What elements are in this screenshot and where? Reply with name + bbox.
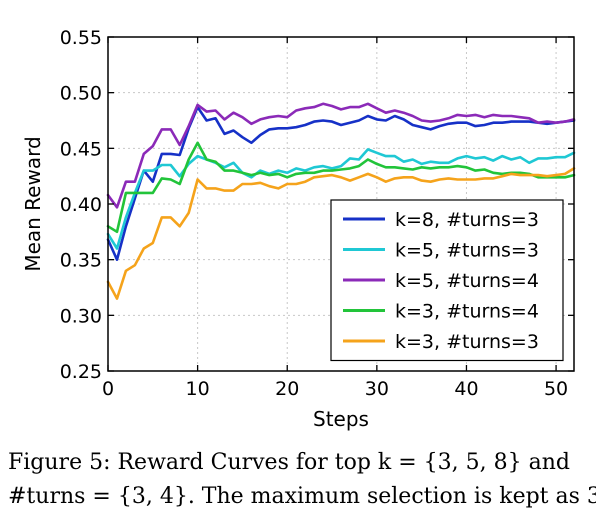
- legend-label: k=5, #turns=3: [395, 240, 539, 262]
- legend-label: k=5, #turns=4: [395, 270, 539, 292]
- caption-line-2: #turns = {3, 4}. The maximum selection i…: [8, 484, 596, 509]
- y-tick-label: 0.40: [60, 194, 102, 216]
- y-tick-labels: 0.25 0.30 0.35 0.40 0.45 0.50 0.55: [60, 27, 102, 383]
- axis-ticks: [107, 36, 574, 372]
- y-tick-label: 0.30: [60, 305, 102, 327]
- series-lines: [106, 102, 576, 300]
- y-tick-label: 0.25: [60, 361, 102, 383]
- legend-label: k=3, #turns=3: [395, 331, 539, 353]
- x-tick-label: 40: [454, 378, 478, 400]
- x-tick-labels: 0 10 20 30 40 50: [102, 378, 568, 400]
- y-tick-label: 0.35: [60, 250, 102, 272]
- y-tick-label: 0.50: [60, 83, 102, 105]
- series-line: [106, 102, 576, 209]
- caption-line-1: Figure 5: Reward Curves for top k = {3, …: [8, 450, 570, 475]
- x-axis-title: Steps: [313, 407, 369, 431]
- x-tick-label: 20: [275, 378, 299, 400]
- series-line: [106, 167, 576, 300]
- legend-label: k=3, #turns=4: [395, 301, 539, 323]
- legend-label: k=8, #turns=3: [395, 209, 539, 231]
- y-tick-label: 0.55: [60, 27, 102, 49]
- series-line: [106, 141, 576, 234]
- reward-curves-chart: 0 10 20 30 40 50 0.25 0.30 0.35 0.40 0.45 0.50 0.55…: [21, 27, 576, 431]
- series-line: [106, 105, 576, 262]
- x-tick-label: 50: [544, 378, 568, 400]
- legend: k=8, #turns=3 k=5, #turns=3 k=5, #turns=4 k…: [330, 199, 564, 362]
- figure-caption: Figure 5: Reward Curves for top k = {3, …: [8, 446, 596, 514]
- x-tick-label: 30: [365, 378, 389, 400]
- x-tick-label: 10: [186, 378, 210, 400]
- y-axis-title: Mean Reward: [21, 136, 45, 271]
- y-tick-label: 0.45: [60, 138, 102, 160]
- x-tick-label: 0: [102, 378, 114, 400]
